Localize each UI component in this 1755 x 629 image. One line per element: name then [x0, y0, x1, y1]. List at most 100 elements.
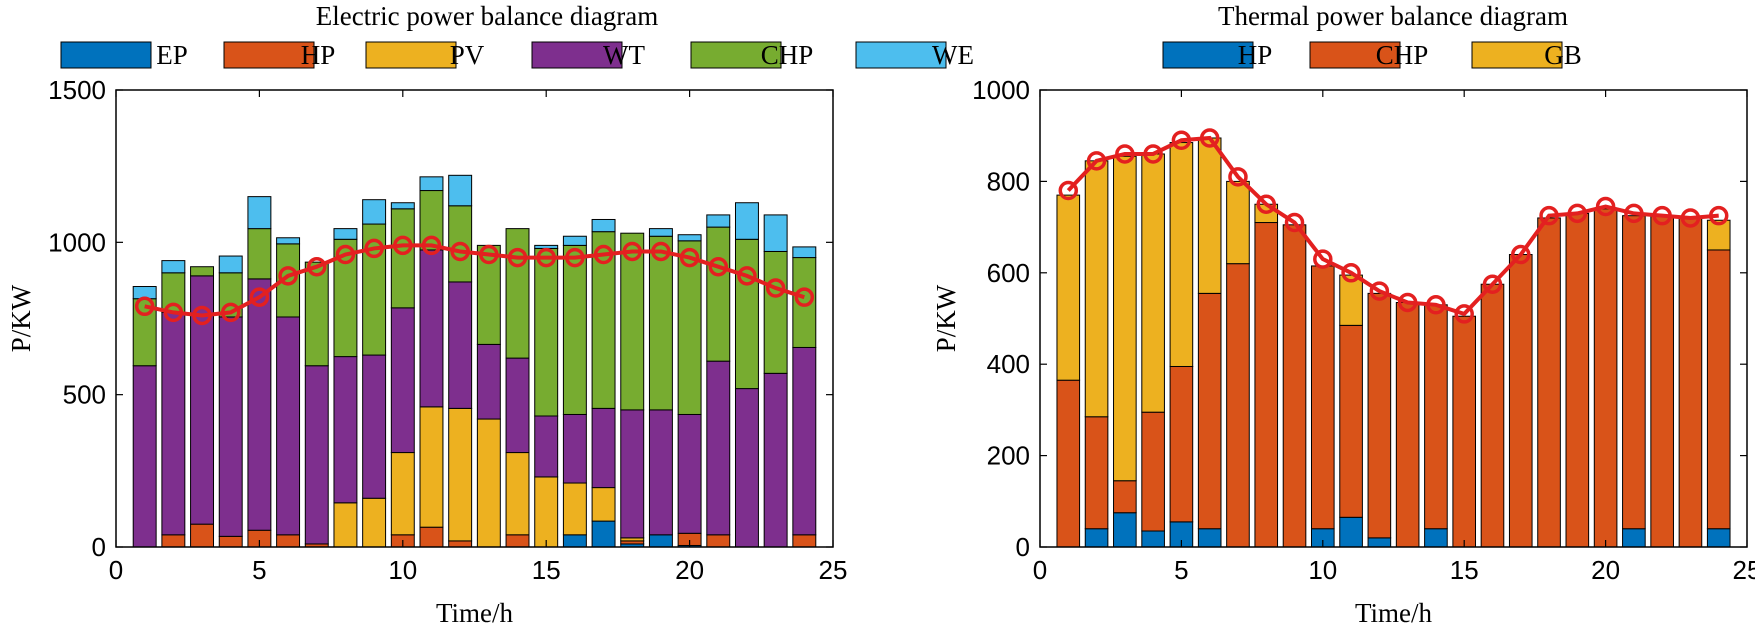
bar-wt-t11	[419, 249, 444, 408]
legend-swatch-gb	[1471, 41, 1563, 69]
bar-wt-t23	[763, 372, 788, 548]
y-tick-label: 600	[987, 258, 1030, 288]
load-marker-t17	[593, 244, 614, 265]
bar-hp-t4	[1141, 530, 1165, 548]
load-marker-t20	[679, 247, 700, 268]
load-marker-t6	[1199, 128, 1220, 148]
bar-we-t22	[734, 202, 759, 240]
bar-wt-t18	[620, 409, 645, 539]
load-marker-t6	[278, 266, 298, 286]
load-marker-t16	[565, 247, 585, 268]
bar-hp-t11	[1339, 516, 1363, 548]
legend-swatch-wt	[531, 41, 623, 69]
load-marker-t22	[737, 266, 757, 286]
legend-swatch-pv	[365, 41, 457, 69]
legend-swatch-chp	[690, 41, 782, 69]
x-tick-label: 0	[1033, 555, 1047, 585]
legend-swatch-ep	[60, 41, 152, 69]
y-axis-label: P/KW	[6, 284, 36, 352]
y-tick-label: 1500	[48, 75, 106, 105]
bar-gb-t6	[1197, 137, 1222, 294]
bar-chp-t23	[1678, 217, 1703, 548]
load-marker-t4	[220, 302, 241, 323]
bar-hp-t11	[419, 526, 444, 548]
bar-chp-t4	[1141, 411, 1165, 532]
load-marker-t23	[765, 278, 786, 298]
bar-gb-t1	[1056, 194, 1081, 381]
bar-pv-t16	[562, 482, 587, 536]
load-marker-t14	[1426, 295, 1446, 315]
load-marker-t21	[1624, 203, 1644, 224]
bar-hp-t12	[448, 540, 473, 548]
x-tick-label: 20	[1591, 555, 1620, 585]
bar-wt-t10	[390, 307, 415, 454]
bar-chp-t13	[476, 244, 501, 345]
load-marker-t9	[364, 238, 384, 259]
bar-wt-t22	[734, 388, 759, 548]
bar-wt-t9	[362, 354, 387, 499]
bar-wt-t14	[505, 357, 530, 454]
bar-hp-t12	[1367, 537, 1392, 548]
bar-chp-t9	[1282, 224, 1307, 548]
load-marker-t17	[1511, 244, 1531, 265]
load-marker-t24	[1708, 205, 1729, 226]
bar-gb-t4	[1141, 153, 1165, 413]
bar-chp-t19	[1565, 212, 1590, 548]
bar-hp-t3	[1113, 512, 1137, 548]
legend-swatch-hp	[223, 41, 315, 69]
bar-chp-t7	[1226, 263, 1250, 548]
load-marker-t15	[536, 247, 556, 268]
bar-chp-t24	[1706, 249, 1731, 530]
x-tick-label: 10	[1308, 555, 1337, 585]
bar-we-t11	[419, 176, 444, 192]
load-marker-t11	[421, 235, 442, 256]
load-line	[144, 243, 805, 318]
x-tick-label: 20	[675, 555, 704, 585]
bar-wt-t20	[677, 413, 702, 534]
bar-wt-t16	[562, 413, 587, 484]
load-marker-t3	[1115, 144, 1135, 164]
bar-chp-t6	[1197, 292, 1222, 530]
legend-label-pv: PV	[450, 40, 485, 70]
bar-chp-t11	[1339, 324, 1363, 518]
bar-chp-t23	[763, 250, 788, 374]
y-tick-label: 1000	[972, 75, 1030, 105]
bar-hp-t3	[190, 523, 215, 548]
bar-hp-t6	[276, 534, 301, 548]
load-marker-t10	[1313, 249, 1333, 269]
bar-wt-t21	[706, 360, 731, 536]
bar-hp-t14	[1424, 528, 1448, 548]
bar-chp-t21	[706, 226, 731, 362]
bar-hp-t21	[1622, 528, 1646, 548]
bar-we-t16	[562, 235, 587, 246]
load-marker-t20	[1595, 196, 1616, 217]
bar-gb-t2	[1084, 160, 1109, 418]
legend-label-ep: EP	[156, 40, 188, 70]
thermal-power-chart: Thermal power balance diagram HP CHP GB 0 5 10…	[931, 1, 1755, 628]
bar-wt-t19	[648, 409, 673, 536]
load-marker-t7	[1228, 167, 1248, 187]
bar-gb-t11	[1339, 274, 1363, 326]
load-marker-t2	[1086, 151, 1107, 171]
bar-wt-t1	[132, 365, 157, 548]
bar-wt-t8	[333, 356, 358, 504]
bar-wt-t5	[247, 278, 272, 531]
load-marker-t19	[1567, 203, 1588, 224]
bar-chp-t10	[390, 208, 415, 309]
y-tick-label: 400	[987, 349, 1030, 379]
y-axis-label: P/KW	[931, 284, 961, 352]
bar-pv-t9	[362, 497, 387, 548]
x-tick-label: 5	[252, 555, 266, 585]
bar-we-t23	[763, 214, 788, 252]
load-marker-t4	[1143, 144, 1163, 164]
load-marker-t10	[393, 235, 413, 256]
load-marker-t19	[651, 241, 671, 262]
bar-hp-t4	[218, 535, 243, 548]
y-tick-label: 200	[987, 441, 1030, 471]
y-tick-label: 0	[92, 532, 106, 562]
bar-chp-t16	[1480, 283, 1505, 548]
legend-swatch-hp	[1162, 41, 1254, 69]
bar-hp-t6	[1197, 528, 1222, 548]
legend-label-wt: WT	[603, 40, 645, 70]
